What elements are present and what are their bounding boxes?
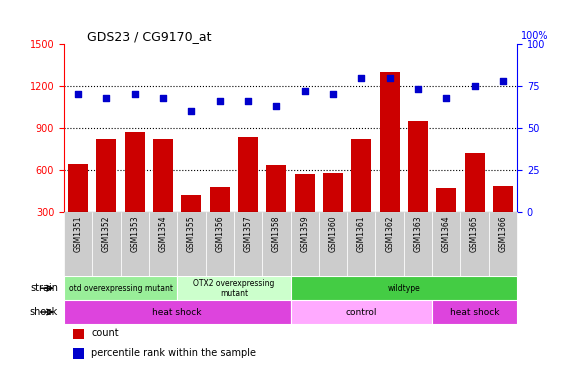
- Point: [215, 98, 224, 104]
- Text: GSM1366: GSM1366: [498, 216, 507, 252]
- Bar: [465, 153, 485, 254]
- Bar: [92, 212, 121, 276]
- Text: heat shock: heat shock: [152, 307, 202, 317]
- Text: OTX2 overexpressing
mutant: OTX2 overexpressing mutant: [193, 279, 275, 298]
- Text: count: count: [91, 328, 119, 338]
- Bar: [177, 276, 290, 300]
- Point: [187, 108, 196, 114]
- Point: [300, 88, 309, 94]
- Text: GSM1353: GSM1353: [130, 216, 139, 252]
- Point: [328, 92, 338, 97]
- Bar: [238, 137, 258, 254]
- Bar: [206, 212, 234, 276]
- Bar: [73, 328, 84, 339]
- Text: GSM1354: GSM1354: [159, 216, 167, 252]
- Text: heat shock: heat shock: [450, 307, 499, 317]
- Text: GDS23 / CG9170_at: GDS23 / CG9170_at: [87, 30, 211, 43]
- Bar: [380, 72, 400, 254]
- Point: [498, 78, 508, 84]
- Point: [73, 92, 83, 97]
- Text: percentile rank within the sample: percentile rank within the sample: [91, 348, 256, 358]
- Text: shock: shock: [30, 307, 58, 317]
- Bar: [436, 188, 456, 254]
- Bar: [408, 121, 428, 254]
- Text: strain: strain: [30, 283, 58, 293]
- Bar: [493, 186, 513, 254]
- Bar: [347, 212, 375, 276]
- Point: [413, 86, 422, 92]
- Bar: [96, 139, 116, 254]
- Text: GSM1355: GSM1355: [187, 216, 196, 252]
- Text: control: control: [346, 307, 377, 317]
- Text: 100%: 100%: [521, 31, 549, 41]
- Bar: [181, 195, 201, 254]
- Text: GSM1364: GSM1364: [442, 216, 451, 252]
- Text: GSM1356: GSM1356: [215, 216, 224, 252]
- Bar: [121, 212, 149, 276]
- Bar: [295, 175, 314, 254]
- Text: GSM1352: GSM1352: [102, 216, 111, 252]
- Text: GSM1351: GSM1351: [74, 216, 83, 252]
- Bar: [262, 212, 290, 276]
- Bar: [432, 300, 517, 324]
- Text: GSM1359: GSM1359: [300, 216, 309, 252]
- Point: [159, 95, 168, 101]
- Point: [385, 75, 394, 81]
- Bar: [73, 348, 84, 359]
- Point: [272, 103, 281, 109]
- Bar: [489, 212, 517, 276]
- Bar: [64, 212, 92, 276]
- Bar: [149, 212, 177, 276]
- Bar: [404, 212, 432, 276]
- Bar: [290, 276, 517, 300]
- Bar: [267, 165, 286, 254]
- Text: GSM1363: GSM1363: [414, 216, 422, 252]
- Point: [442, 95, 451, 101]
- Point: [470, 83, 479, 89]
- Bar: [64, 276, 177, 300]
- Text: GSM1365: GSM1365: [470, 216, 479, 252]
- Bar: [125, 132, 145, 254]
- Bar: [153, 139, 173, 254]
- Point: [357, 75, 366, 81]
- Point: [130, 92, 139, 97]
- Bar: [234, 212, 262, 276]
- Bar: [64, 300, 290, 324]
- Bar: [432, 212, 460, 276]
- Text: GSM1358: GSM1358: [272, 216, 281, 252]
- Bar: [290, 300, 432, 324]
- Text: GSM1361: GSM1361: [357, 216, 366, 252]
- Bar: [68, 164, 88, 254]
- Bar: [460, 212, 489, 276]
- Bar: [375, 212, 404, 276]
- Text: GSM1362: GSM1362: [385, 216, 394, 252]
- Point: [243, 98, 253, 104]
- Bar: [210, 187, 229, 254]
- Bar: [323, 173, 343, 254]
- Point: [102, 95, 111, 101]
- Text: GSM1360: GSM1360: [328, 216, 338, 252]
- Bar: [319, 212, 347, 276]
- Text: wildtype: wildtype: [388, 284, 420, 293]
- Bar: [352, 139, 371, 254]
- Bar: [290, 212, 319, 276]
- Text: otd overexpressing mutant: otd overexpressing mutant: [69, 284, 173, 293]
- Bar: [177, 212, 206, 276]
- Text: GSM1357: GSM1357: [243, 216, 253, 252]
